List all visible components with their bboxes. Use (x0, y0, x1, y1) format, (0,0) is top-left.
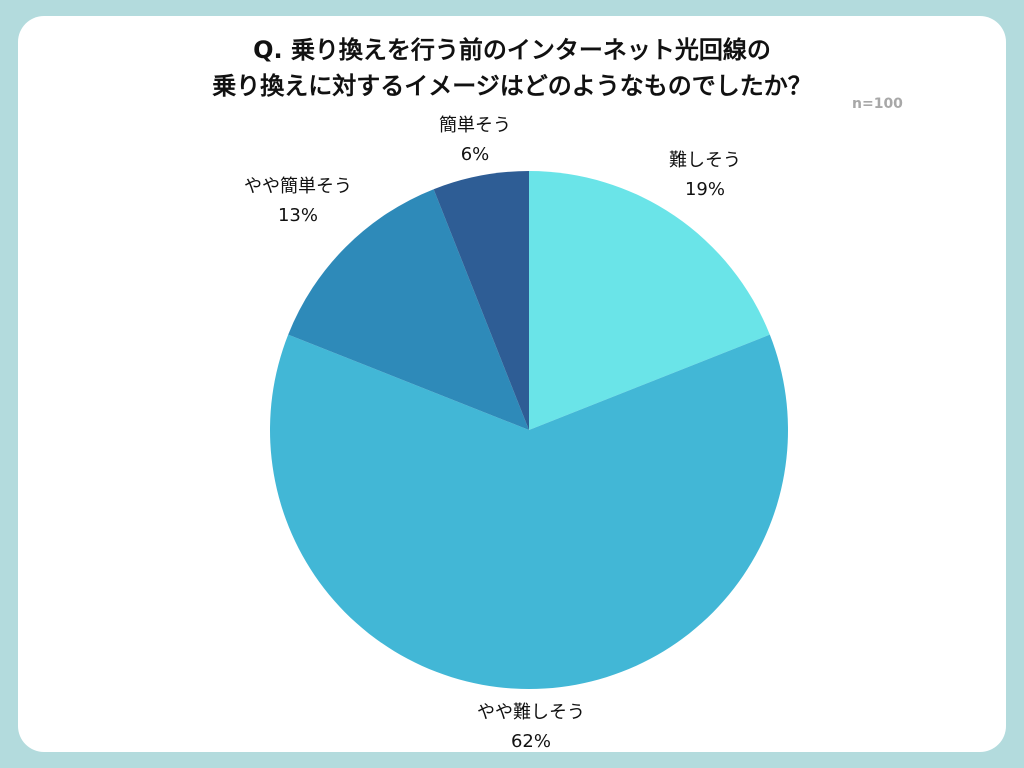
slice-label-difficult: 難しそう (669, 150, 741, 171)
chart-title-line-1: Q. 乗り換えを行う前のインターネット光回線の (253, 36, 771, 64)
sample-size-note: n=100 (852, 96, 903, 112)
slice-value-easy: 6% (461, 144, 490, 165)
pie-slice-easy (433, 171, 529, 430)
chart-title-line-2: 乗り換えに対するイメージはどのようなものでしたか？ (212, 72, 812, 100)
slice-label-somewhat-easy: やや簡単そう (244, 176, 352, 197)
chart-title: Q. 乗り換えを行う前のインターネット光回線の 乗り換えに対するイメージはどのよ… (0, 32, 1024, 104)
slice-label-easy: 簡単そう (439, 115, 511, 136)
pie-slices (269, 171, 789, 690)
pie-slice-difficult (529, 171, 770, 430)
slice-value-difficult: 19% (685, 179, 725, 200)
slice-label-somewhat-difficult: やや難しそう (477, 702, 585, 723)
pie-labels: 難しそう 19% やや難しそう 62% やや簡単そう 13% 簡単そう 6% (244, 115, 741, 752)
slice-value-somewhat-easy: 13% (278, 205, 318, 226)
slice-value-somewhat-difficult: 62% (511, 731, 551, 752)
pie-slice-somewhat-easy (288, 189, 529, 430)
pie-slice-somewhat-difficult (269, 334, 789, 690)
